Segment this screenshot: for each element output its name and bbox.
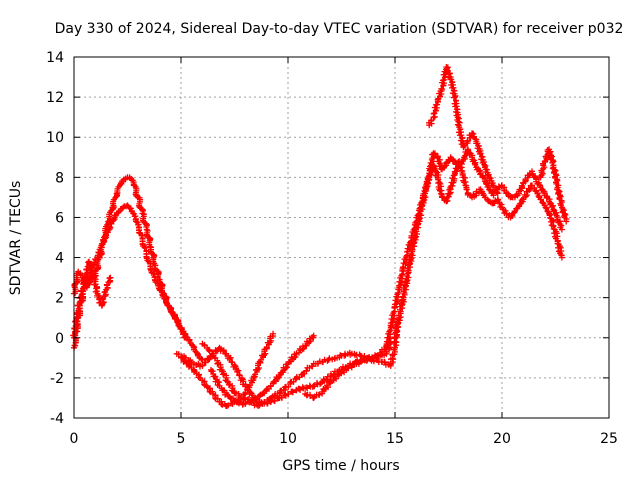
y-axis-label: SDTVAR / TECUs	[8, 181, 24, 296]
satellite-track-1	[71, 202, 189, 351]
x-tick-label: 0	[70, 431, 79, 447]
y-tick-label: 0	[55, 331, 64, 347]
marker-path	[391, 146, 565, 341]
chart-title: Day 330 of 2024, Sidereal Day-to-day VTE…	[55, 21, 624, 37]
y-tick-label: -2	[50, 371, 64, 387]
marker-path	[426, 64, 501, 197]
y-tick-label: -4	[50, 411, 64, 427]
x-tick-label: 10	[279, 431, 297, 447]
gridlines	[74, 57, 609, 418]
satellite-track-6	[173, 318, 401, 407]
x-tick-label: 20	[493, 431, 511, 447]
marker-path	[536, 146, 570, 225]
marker-path	[302, 338, 394, 401]
marker-path	[207, 332, 317, 408]
marker-path	[71, 202, 189, 351]
satellite-track-10	[426, 64, 501, 197]
y-tick-label: 12	[46, 90, 64, 106]
satellite-track-9	[391, 146, 565, 341]
y-tick-label: 10	[46, 130, 64, 146]
y-axis: -4 -2 0 2 4 6 8 10 12 14	[46, 50, 609, 427]
x-axis-label: GPS time / hours	[282, 458, 399, 474]
satellite-track-11	[536, 146, 570, 225]
y-tick-label: 4	[55, 251, 64, 267]
y-tick-label: 2	[55, 291, 64, 307]
y-tick-label: 6	[55, 210, 64, 226]
x-tick-label: 15	[386, 431, 404, 447]
y-tick-label: 8	[55, 170, 64, 186]
x-tick-label: 5	[177, 431, 186, 447]
x-axis: 0 5 10 15 20 25	[70, 57, 618, 447]
x-tick-label: 25	[600, 431, 618, 447]
satellite-track-5	[207, 332, 317, 408]
plot-frame	[73, 56, 610, 419]
satellite-track-7	[302, 338, 394, 401]
y-tick-label: 14	[46, 50, 64, 66]
marker-path	[173, 318, 401, 407]
data-series	[70, 64, 570, 409]
